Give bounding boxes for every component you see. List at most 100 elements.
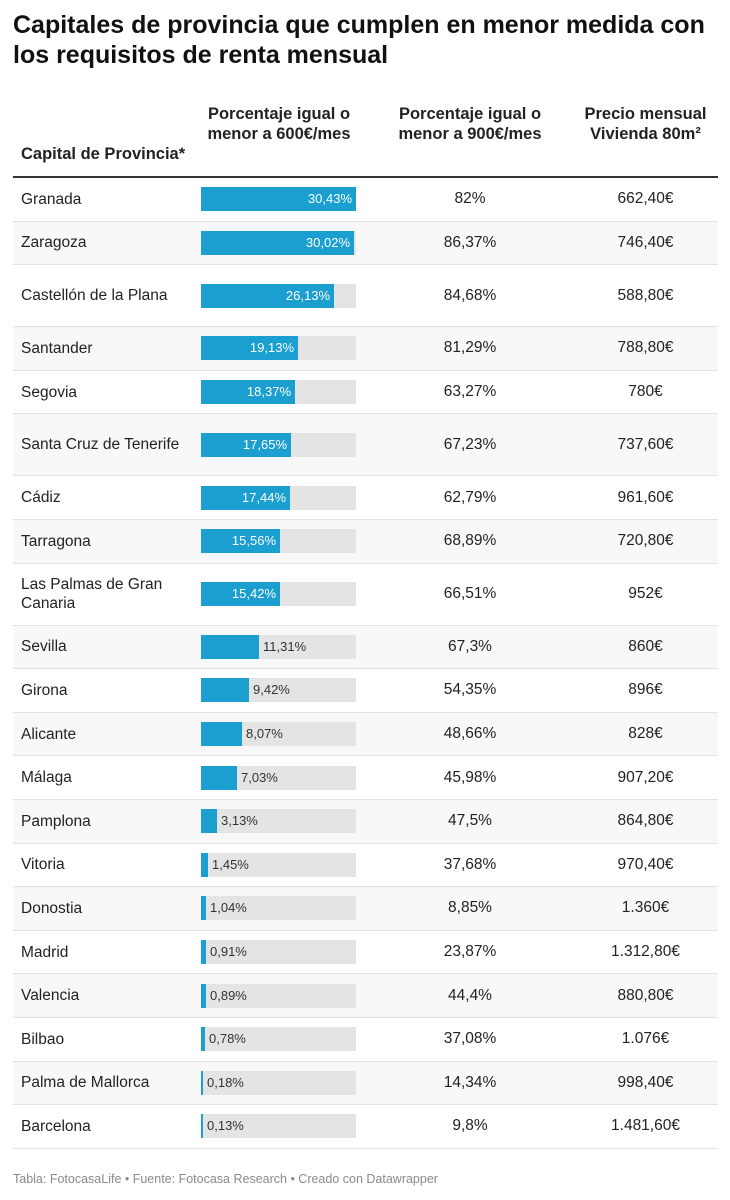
bar-value-label: 11,31% (263, 638, 307, 654)
header-percent-600[interactable]: Porcentaje igual o menor a 600€/mes (207, 105, 351, 143)
table-row: Donostia 1,04% 8,85% 1.360€ (13, 887, 718, 931)
bar-track: 0,18% (201, 1070, 356, 1095)
bar-value-label: 0,89% (210, 987, 247, 1003)
bar-track: 30,43% (201, 187, 356, 212)
percent-900-value: 14,34% (443, 1073, 497, 1091)
capital-name: Alicante (21, 725, 77, 743)
bar-cell: 1,45% (201, 844, 356, 887)
table-row: Vitoria 1,45% 37,68% 970,40€ (13, 844, 718, 888)
bar-600 (201, 336, 298, 361)
price-value: 1.360€ (621, 899, 670, 917)
capital-name: Zaragoza (21, 234, 87, 252)
bar-cell: 30,02% (201, 222, 356, 265)
capital-name: Cádiz (21, 489, 61, 507)
percent-900-value: 37,68% (443, 855, 497, 873)
price-value: 746,40€ (617, 233, 674, 251)
bar-cell: 30,43% (201, 178, 356, 221)
bar-value-label: 18,37% (246, 384, 291, 400)
bar-600 (201, 896, 206, 921)
bar-track: 8,07% (201, 722, 356, 747)
capital-name: Granada (21, 190, 82, 208)
percent-900-value: 44,4% (448, 986, 492, 1004)
table-body: Granada 30,43% 82% 662,40€ Zaragoza 30,02% 86,… (13, 178, 718, 1149)
data-table: Capital de Provincia* Porcentaje igual o… (13, 98, 718, 1149)
table-row: Palma de Mallorca 0,18% 14,34% 998,40€ (13, 1061, 718, 1106)
header-price[interactable]: Precio mensual Vivienda 80m² (584, 105, 707, 143)
percent-900-value: 66,51% (443, 585, 497, 603)
bar-600 (201, 432, 291, 457)
bar-value-label: 17,65% (242, 436, 287, 452)
percent-900-value: 48,66% (443, 725, 497, 743)
table-row: Tarragona 15,56% 68,89% 720,80€ (13, 519, 718, 564)
capital-name: Tarragona (21, 532, 91, 550)
price-value: 970,40€ (617, 855, 674, 873)
price-value: 788,80€ (617, 339, 674, 357)
price-value: 907,20€ (617, 768, 674, 786)
capital-name: Bilbao (21, 1030, 65, 1048)
bar-600 (201, 983, 206, 1008)
bar-cell: 0,78% (201, 1018, 356, 1061)
header-percent-900[interactable]: Porcentaje igual o menor a 900€/mes (398, 105, 542, 143)
bar-600 (201, 940, 206, 965)
capital-name: Las Palmas de Gran Canaria (21, 576, 163, 613)
table-row: Sevilla 11,31% 67,3% 860€ (13, 625, 718, 670)
table-row: Castellón de la Plana 26,13% 84,68% 588,80€ (13, 265, 718, 328)
bar-600 (201, 230, 354, 255)
source-footer: Tabla: FotocasaLife • Fuente: Fotocasa R… (13, 1172, 438, 1186)
capital-name: Málaga (21, 769, 72, 787)
bar-track: 17,65% (201, 432, 356, 457)
percent-900-value: 63,27% (443, 383, 497, 401)
bar-cell: 7,03% (201, 756, 356, 799)
bar-value-label: 8,07% (246, 726, 283, 742)
capital-name: Vitoria (21, 856, 65, 874)
table-row: Girona 9,42% 54,35% 896€ (13, 669, 718, 713)
price-value: 780€ (628, 383, 663, 401)
capital-name: Pamplona (21, 812, 91, 830)
table-row: Granada 30,43% 82% 662,40€ (13, 178, 718, 222)
bar-600 (201, 283, 334, 308)
table-row: Barcelona 0,13% 9,8% 1.481,60€ (13, 1105, 718, 1149)
bar-value-label: 26,13% (285, 287, 330, 303)
table-row: Valencia 0,89% 44,4% 880,80€ (13, 974, 718, 1018)
header-capital[interactable]: Capital de Provincia* (21, 145, 186, 163)
table-row: Santa Cruz de Tenerife 17,65% 67,23% 737,60… (13, 414, 718, 477)
price-value: 1.076€ (621, 1030, 670, 1048)
price-value: 737,60€ (617, 435, 674, 453)
bar-track: 19,13% (201, 336, 356, 361)
percent-900-value: 81,29% (443, 339, 497, 357)
capital-name: Donostia (21, 899, 83, 917)
bar-track: 26,13% (201, 283, 356, 308)
price-value: 961,60€ (617, 488, 674, 506)
price-value: 662,40€ (617, 190, 674, 208)
bar-track: 0,13% (201, 1114, 356, 1139)
bar-cell: 9,42% (201, 669, 356, 712)
percent-900-value: 47,5% (448, 812, 492, 830)
percent-900-value: 84,68% (443, 286, 497, 304)
bar-track: 30,02% (201, 230, 356, 255)
capital-name: Girona (21, 681, 68, 699)
percent-900-value: 82% (454, 190, 486, 208)
bar-600 (201, 485, 290, 510)
bar-600 (201, 582, 280, 607)
bar-track: 0,91% (201, 940, 356, 965)
table-row: Alicante 8,07% 48,66% 828€ (13, 712, 718, 757)
bar-cell: 26,13% (201, 265, 356, 326)
bar-value-label: 19,13% (249, 340, 294, 356)
price-value: 998,40€ (617, 1073, 674, 1091)
bar-value-label: 1,04% (210, 900, 247, 916)
bar-cell: 18,37% (201, 371, 356, 414)
table-row: Zaragoza 30,02% 86,37% 746,40€ (13, 221, 718, 266)
price-value: 864,80€ (617, 812, 674, 830)
capital-name: Barcelona (21, 1117, 91, 1135)
bar-value-label: 7,03% (241, 769, 278, 785)
bar-cell: 0,89% (201, 974, 356, 1017)
bar-600 (201, 634, 259, 659)
capital-name: Sevilla (21, 638, 67, 656)
bar-value-label: 0,91% (210, 944, 247, 960)
percent-900-value: 8,85% (448, 899, 492, 917)
table-row: Segovia 18,37% 63,27% 780€ (13, 371, 718, 415)
bar-cell: 0,18% (201, 1062, 356, 1105)
bar-value-label: 0,18% (207, 1074, 244, 1090)
bar-600 (201, 678, 249, 703)
table-row: Cádiz 17,44% 62,79% 961,60€ (13, 476, 718, 520)
